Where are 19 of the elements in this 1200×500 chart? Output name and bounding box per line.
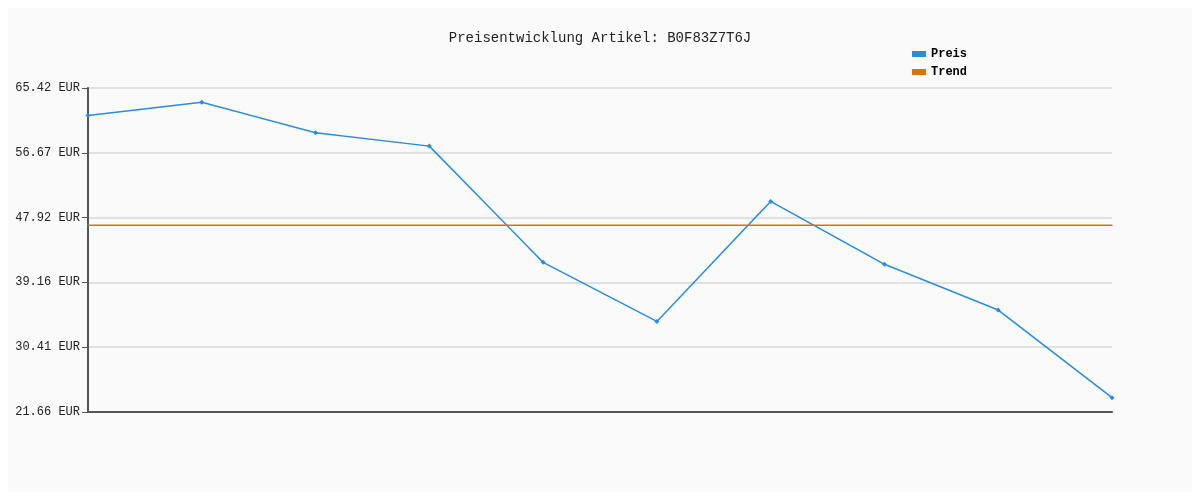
point: [426, 143, 432, 149]
y-tick-label: 30.41 EUR: [15, 340, 80, 355]
legend-label: Trend: [930, 65, 968, 79]
point: [768, 198, 774, 204]
point: [995, 307, 1001, 313]
point: [540, 259, 546, 265]
point: [654, 318, 660, 324]
point: [313, 130, 319, 136]
y-tick-label: 47.92 EUR: [15, 210, 80, 225]
point: [1109, 395, 1115, 401]
point: [881, 261, 887, 267]
y-tick-label: 65.42 EUR: [15, 81, 80, 95]
legend-label: Preis: [930, 47, 968, 61]
point: [199, 99, 205, 105]
y-tick-label: 21.66 EUR: [15, 405, 80, 419]
chart-title: Preisentwicklung Artikel: B0F83Z7T6J: [448, 30, 752, 46]
y-tick-label: 39.16 EUR: [15, 275, 80, 290]
y-tick-label: 56.67 EUR: [15, 145, 80, 160]
point: [85, 113, 91, 119]
